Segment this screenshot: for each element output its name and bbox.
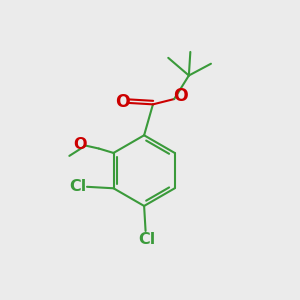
Text: O: O [173,87,188,105]
Text: Cl: Cl [138,232,156,247]
Text: O: O [74,136,87,152]
Text: Cl: Cl [69,179,86,194]
Text: O: O [115,93,130,111]
